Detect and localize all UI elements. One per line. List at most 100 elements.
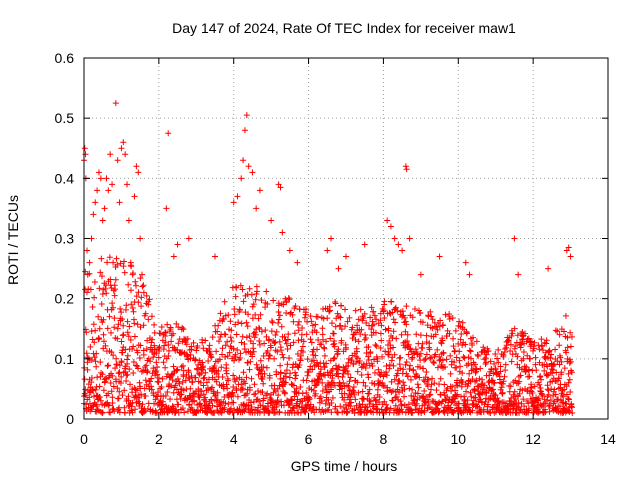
data-point (232, 293, 239, 300)
data-point (328, 400, 335, 407)
data-point (327, 335, 334, 342)
data-point (248, 291, 255, 298)
data-point (393, 409, 400, 416)
data-point (398, 402, 405, 409)
chart-title: Day 147 of 2024, Rate Of TEC Index for r… (172, 20, 516, 36)
data-point (180, 387, 187, 394)
data-point (321, 352, 328, 359)
data-point (332, 323, 339, 330)
data-point (546, 408, 553, 415)
data-point (457, 363, 464, 370)
data-point (135, 169, 142, 176)
data-point (244, 291, 251, 298)
data-point (183, 341, 190, 348)
data-point (87, 286, 94, 293)
data-point (356, 401, 363, 408)
data-point (562, 312, 569, 319)
data-point (347, 374, 354, 381)
data-point (263, 364, 270, 371)
data-point (465, 360, 472, 367)
data-point (203, 379, 210, 386)
data-point (482, 398, 489, 405)
data-point (142, 392, 149, 399)
data-point (314, 346, 321, 353)
data-point (406, 385, 413, 392)
data-point (302, 409, 309, 416)
data-point (140, 322, 147, 329)
data-point (368, 304, 375, 311)
data-point (516, 409, 523, 416)
data-point (451, 398, 458, 405)
data-point (271, 340, 278, 347)
data-point (333, 409, 340, 416)
data-point (400, 366, 407, 373)
data-point (358, 372, 365, 379)
data-point (393, 335, 400, 342)
data-point (396, 361, 403, 368)
data-point (200, 391, 207, 398)
data-point (136, 400, 143, 407)
data-point (322, 400, 329, 407)
data-point (400, 379, 407, 386)
data-point (450, 409, 457, 416)
data-point (174, 375, 181, 382)
data-point (290, 405, 297, 412)
data-point (403, 166, 410, 173)
data-point (188, 373, 195, 380)
data-point (261, 340, 268, 347)
data-point (220, 316, 227, 323)
data-point (277, 369, 284, 376)
data-point (402, 318, 409, 325)
data-point (94, 406, 101, 413)
data-point (274, 385, 281, 392)
data-point (109, 372, 116, 379)
data-point (335, 265, 342, 272)
data-point (567, 343, 574, 350)
data-point (417, 332, 424, 339)
data-point (543, 337, 550, 344)
data-point (95, 169, 102, 176)
data-point (550, 392, 557, 399)
data-point (136, 394, 143, 401)
data-point (531, 339, 538, 346)
data-point (277, 362, 284, 369)
data-point (531, 383, 538, 390)
data-point (486, 372, 493, 379)
data-point (124, 329, 131, 336)
data-point (359, 388, 366, 395)
data-point (525, 373, 532, 380)
data-point (140, 367, 147, 374)
data-point (438, 340, 445, 347)
data-point (201, 374, 208, 381)
data-point (399, 308, 406, 315)
data-point (351, 391, 358, 398)
data-point (91, 279, 98, 286)
data-point (383, 362, 390, 369)
data-point (424, 322, 431, 329)
data-point (501, 345, 508, 352)
data-point (539, 392, 546, 399)
data-point (331, 382, 338, 389)
data-point (124, 318, 131, 325)
data-point (428, 354, 435, 361)
data-point (197, 400, 204, 407)
data-point (253, 361, 260, 368)
data-point (387, 223, 394, 230)
data-point (97, 397, 104, 404)
data-point (287, 342, 294, 349)
data-point (401, 393, 408, 400)
data-point (390, 316, 397, 323)
data-point (260, 364, 267, 371)
data-point (96, 285, 103, 292)
data-point (338, 326, 345, 333)
data-point (446, 310, 453, 317)
data-point (383, 369, 390, 376)
data-point (532, 354, 539, 361)
data-point (264, 348, 271, 355)
data-point (117, 260, 124, 267)
data-point (128, 301, 135, 308)
data-point (105, 362, 112, 369)
data-point (272, 331, 279, 338)
data-point (186, 401, 193, 408)
data-point (114, 157, 121, 164)
